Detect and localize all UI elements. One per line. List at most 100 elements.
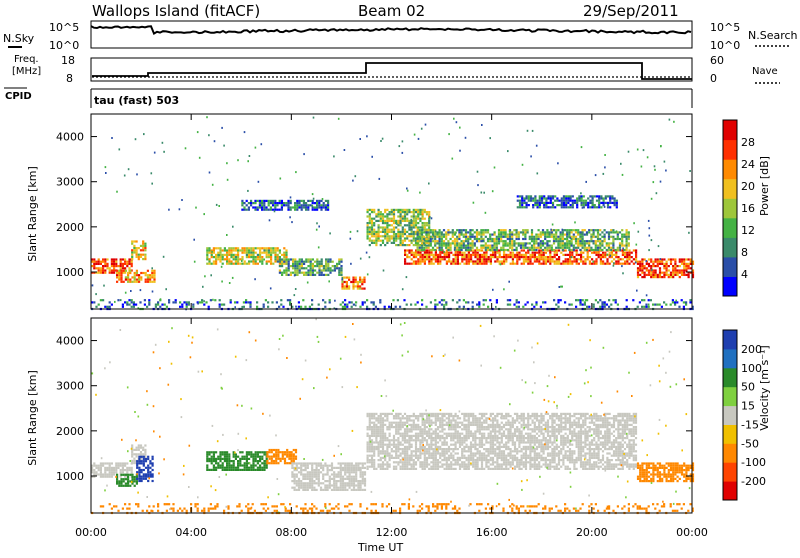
heatmap-cell — [134, 281, 136, 283]
heatmap-cell — [446, 254, 448, 256]
heatmap-cell — [549, 247, 551, 249]
heatmap-cell — [433, 263, 435, 265]
heatmap-cell — [576, 249, 578, 251]
heatmap-cell — [641, 306, 643, 308]
heatmap-cell — [391, 237, 393, 239]
heatmap-cell — [526, 204, 528, 206]
heatmap-cell — [131, 306, 133, 308]
heatmap-cell — [259, 206, 261, 208]
heatmap-cell — [467, 236, 469, 238]
heatmap-cell — [341, 288, 343, 290]
heatmap-cell — [590, 238, 592, 240]
heatmap-cell — [408, 455, 410, 457]
heatmap-cell — [562, 245, 564, 247]
heatmap-cell — [565, 258, 567, 260]
heatmap-cell — [550, 202, 552, 204]
heatmap-cell — [213, 249, 215, 251]
scatter-cell — [421, 128, 423, 130]
heatmap-cell — [303, 261, 305, 263]
heatmap-cell — [152, 456, 154, 458]
heatmap-cell — [599, 245, 601, 247]
heatmap-cell — [523, 197, 525, 199]
heatmap-cell — [274, 249, 276, 251]
heatmap-cell — [230, 256, 232, 258]
heatmap-cell — [266, 462, 268, 464]
heatmap-cell — [402, 461, 404, 463]
heatmap-cell — [367, 468, 369, 470]
heatmap-cell — [533, 236, 535, 238]
heatmap-cell — [275, 451, 277, 453]
heatmap-cell — [534, 200, 536, 202]
heatmap-cell — [470, 254, 472, 256]
heatmap-cell — [435, 444, 437, 446]
heatmap-cell — [255, 464, 257, 466]
heatmap-cell — [131, 444, 133, 446]
heatmap-cell — [600, 254, 602, 256]
heatmap-cell — [323, 202, 325, 204]
heatmap-cell — [434, 240, 436, 242]
heatmap-cell — [594, 195, 596, 197]
heatmap-cell — [389, 422, 391, 424]
heatmap-cell — [606, 231, 608, 233]
heatmap-cell — [589, 200, 591, 202]
heatmap-cell — [509, 240, 511, 242]
heatmap-cell — [444, 424, 446, 426]
heatmap-cell — [500, 247, 502, 249]
heatmap-cell — [389, 428, 391, 430]
heatmap-cell — [562, 236, 564, 238]
heatmap-cell — [422, 463, 424, 465]
heatmap-cell — [355, 484, 357, 486]
heatmap-cell — [527, 260, 529, 262]
heatmap-cell — [626, 252, 628, 254]
heatmap-cell — [371, 455, 373, 457]
heatmap-cell — [628, 258, 630, 260]
heatmap-cell — [397, 417, 399, 419]
heatmap-cell — [509, 242, 511, 244]
heatmap-cell — [277, 456, 279, 458]
heatmap-cell — [439, 439, 441, 441]
heatmap-cell — [465, 301, 467, 303]
heatmap-cell — [144, 245, 146, 247]
heatmap-cell — [283, 202, 285, 204]
heatmap-cell — [98, 261, 100, 263]
heatmap-cell — [659, 276, 661, 278]
heatmap-cell — [422, 437, 424, 439]
heatmap-cell — [393, 215, 395, 217]
heatmap-cell — [519, 200, 521, 202]
scatter-cell — [383, 270, 385, 272]
heatmap-cell — [432, 240, 434, 242]
heatmap-cell — [435, 256, 437, 258]
heatmap-cell — [597, 240, 599, 242]
heatmap-cell — [133, 458, 135, 460]
heatmap-cell — [375, 446, 377, 448]
heatmap-cell — [303, 206, 305, 208]
heatmap-cell — [389, 452, 391, 454]
heatmap-cell — [266, 456, 268, 458]
heatmap-cell — [375, 237, 377, 239]
heatmap-cell — [411, 215, 413, 217]
heatmap-cell — [516, 256, 518, 258]
heatmap-cell — [213, 256, 215, 258]
heatmap-cell — [104, 269, 106, 271]
heatmap-cell — [280, 299, 282, 301]
heatmap-cell — [179, 301, 181, 303]
heatmap-cell — [417, 247, 419, 249]
heatmap-cell — [288, 263, 290, 265]
heatmap-cell — [534, 197, 536, 199]
heatmap-cell — [612, 231, 614, 233]
heatmap-cell — [149, 460, 151, 462]
heatmap-cell — [474, 238, 476, 240]
heatmap-cell — [384, 235, 386, 237]
heatmap-cell — [360, 473, 362, 475]
scatter-cell — [646, 294, 648, 296]
heatmap-cell — [538, 247, 540, 249]
heatmap-cell — [450, 245, 452, 247]
heatmap-cell — [419, 234, 421, 236]
heatmap-cell — [222, 254, 224, 256]
heatmap-cell — [131, 301, 133, 303]
heatmap-cell — [683, 272, 685, 274]
heatmap-cell — [433, 256, 435, 258]
heatmap-cell — [246, 458, 248, 460]
heatmap-cell — [283, 263, 285, 265]
heatmap-cell — [397, 299, 399, 301]
